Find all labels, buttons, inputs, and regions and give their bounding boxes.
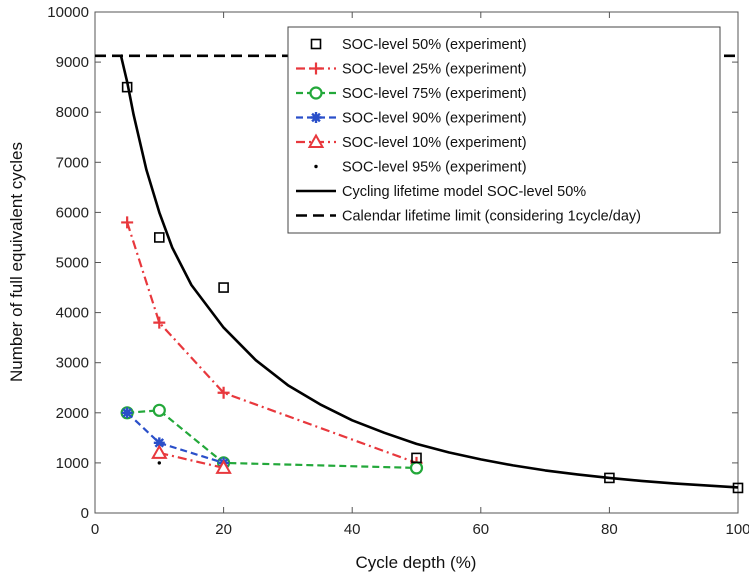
series-1-line (126, 222, 417, 464)
legend-label-3: SOC-level 90% (experiment) (342, 111, 527, 127)
y-tick-label-2: 2000 (56, 405, 89, 422)
legend: SOC-level 50% (experiment) SOC-level 25% … (287, 26, 721, 234)
x-tick-label-0: 0 (91, 521, 99, 538)
legend-label-4: SOC-level 10% (experiment) (342, 135, 527, 151)
x-tick-label-4: 80 (601, 521, 618, 538)
series-0-point-5 (732, 482, 744, 494)
series-2-point-3 (409, 461, 424, 475)
legend-label-5: SOC-level 95% (experiment) (342, 160, 527, 176)
series-0-point-3 (411, 452, 422, 464)
y-tick-label-9: 9000 (56, 54, 89, 71)
legend-label-1: SOC-level 25% (experiment) (342, 62, 527, 78)
y-axis-label: Number of full equivalent cycles (7, 142, 26, 382)
legend-label-6: Cycling lifetime model SOC-level 50% (342, 184, 586, 200)
y-tick-label-4: 4000 (56, 305, 89, 322)
series-0-point-0 (121, 81, 133, 93)
series-1-point-2 (217, 386, 230, 399)
series-4-point-1 (215, 459, 232, 474)
legend-marker-0 (310, 38, 322, 50)
legend-label-2: SOC-level 75% (experiment) (342, 86, 527, 102)
legend-marker-2 (309, 86, 323, 100)
y-tick-label-3: 3000 (56, 355, 89, 372)
series-2-point-1 (152, 403, 166, 417)
series-0 (121, 81, 744, 494)
legend-box (287, 26, 721, 234)
tick-layer: 0 20 40 60 80 1000100020003000400050006000700… (47, 4, 749, 538)
y-tick-label-5: 5000 (56, 255, 89, 272)
series-5 (157, 461, 161, 465)
x-tick-label-2: 40 (344, 521, 361, 538)
series-3-point-1 (153, 437, 165, 449)
series-0-point-1 (154, 232, 165, 243)
x-tick-label-5: 100 (725, 521, 749, 538)
legend-marker-5 (314, 164, 318, 169)
legend-marker-4 (307, 133, 325, 148)
x-tick-label-3: 60 (472, 521, 489, 538)
y-tick-label-7: 7000 (56, 154, 89, 171)
series-6 (119, 54, 739, 489)
y-tick-label-10: 10000 (47, 4, 89, 21)
legend-marker-1 (310, 62, 322, 75)
series-0-point-2 (218, 282, 229, 293)
series-5-point-0 (157, 461, 161, 465)
legend-label-7: Calendar lifetime limit (considering 1cy… (342, 209, 641, 225)
y-tick-label-1: 1000 (56, 455, 89, 472)
x-axis-label: Cycle depth (%) (356, 553, 477, 572)
series-4-line (159, 451, 224, 469)
y-tick-label-8: 8000 (56, 104, 89, 121)
y-tick-label-6: 6000 (56, 204, 89, 221)
series-3-point-0 (121, 407, 133, 419)
series-1-point-1 (153, 316, 166, 329)
series-1-point-0 (121, 216, 134, 229)
series-4 (151, 444, 232, 474)
x-tick-label-1: 20 (215, 521, 232, 538)
series-0-point-4 (604, 472, 615, 484)
y-tick-label-0: 0 (81, 505, 89, 522)
legend-label-0: SOC-level 50% (experiment) (342, 37, 527, 53)
series-2-line (127, 409, 417, 469)
legend-marker-3 (310, 112, 322, 123)
series-6-line (119, 54, 739, 489)
series-4-point-0 (151, 444, 168, 459)
